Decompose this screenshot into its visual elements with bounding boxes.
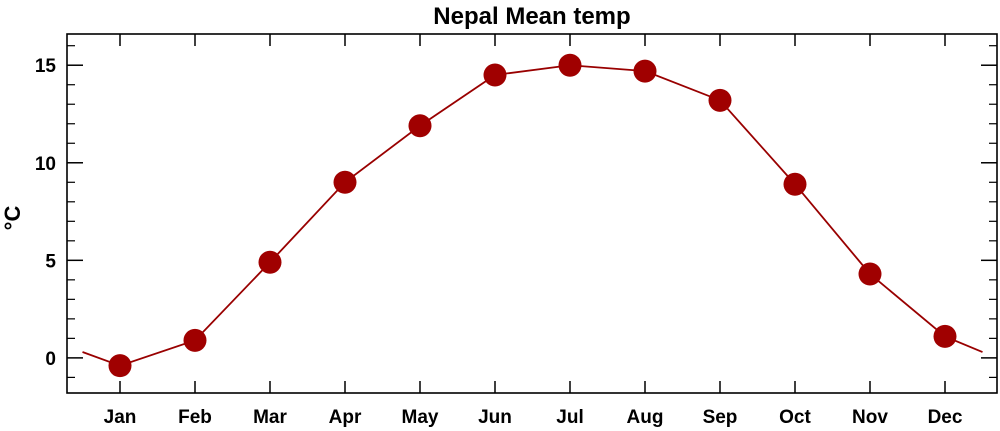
x-tick-label: Apr xyxy=(329,407,362,428)
x-tick-label: Nov xyxy=(852,407,888,428)
y-tick-label: 15 xyxy=(35,56,57,77)
x-tick-label: Mar xyxy=(253,407,287,428)
data-point xyxy=(183,328,207,352)
data-point xyxy=(858,262,882,286)
chart-title: Nepal Mean temp xyxy=(433,3,630,30)
plot-frame xyxy=(66,33,998,394)
y-tick-labels: 0 5 10 15 xyxy=(35,56,57,370)
x-tick-labels: Jan Feb Mar Apr May Jun Jul Aug Sep Oct Nov Dec xyxy=(104,407,963,428)
data-point xyxy=(558,53,582,77)
data-point xyxy=(708,88,732,112)
x-tick-label: Jul xyxy=(556,407,583,428)
axis-ticks xyxy=(67,34,997,393)
data-point xyxy=(333,170,357,194)
y-axis-label: °C xyxy=(0,206,25,231)
data-point xyxy=(633,59,657,83)
x-tick-label: Jun xyxy=(478,407,512,428)
y-tick-label: 5 xyxy=(45,251,56,272)
x-tick-label: Sep xyxy=(703,407,738,428)
x-tick-label: Feb xyxy=(178,407,212,428)
x-tick-label: Dec xyxy=(928,407,963,428)
data-point xyxy=(483,63,507,87)
y-tick-label: 10 xyxy=(35,154,56,175)
data-point xyxy=(108,354,132,378)
data-point xyxy=(783,172,807,196)
series-line xyxy=(82,64,983,367)
x-tick-label: May xyxy=(402,407,439,428)
x-tick-label: Jan xyxy=(104,407,137,428)
x-tick-label: Aug xyxy=(627,407,664,428)
data-point xyxy=(933,324,957,348)
x-tick-label: Oct xyxy=(779,407,811,428)
data-point xyxy=(258,250,282,274)
y-tick-label: 0 xyxy=(45,349,56,370)
data-markers xyxy=(108,53,957,378)
series-lines xyxy=(82,64,983,367)
data-point xyxy=(408,114,432,138)
